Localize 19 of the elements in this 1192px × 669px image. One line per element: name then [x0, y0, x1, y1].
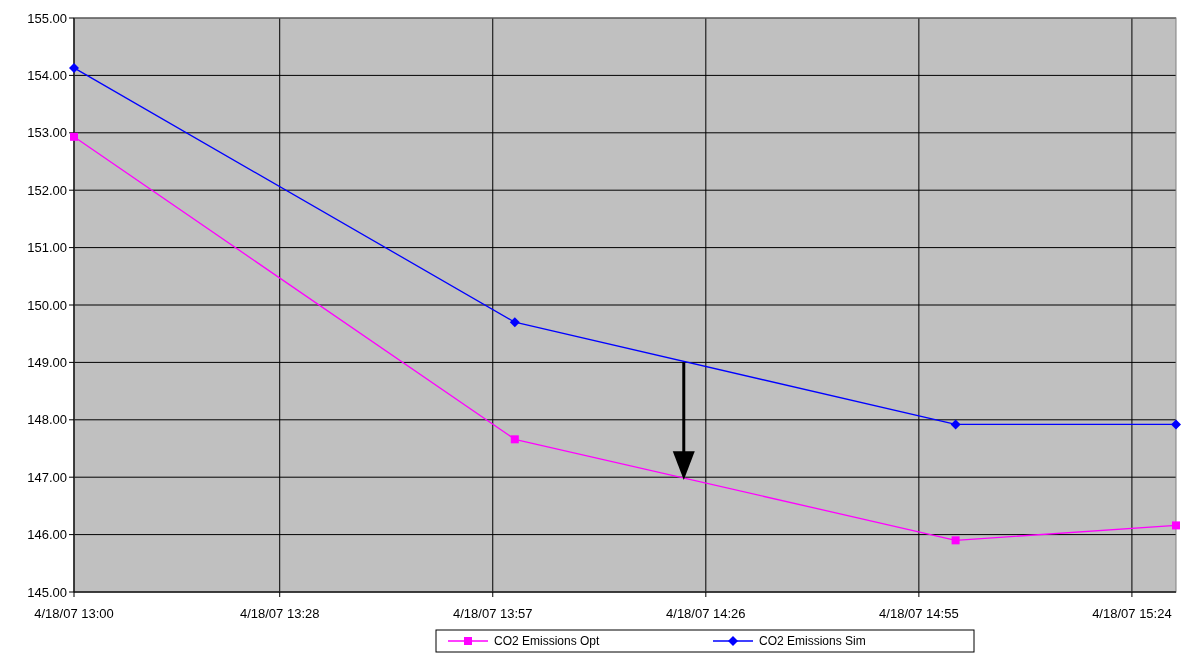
- y-tick-label: 153.00: [27, 125, 67, 141]
- legend-label: CO2 Emissions Opt: [494, 634, 601, 649]
- x-tick-label: 4/18/07 13:00: [34, 606, 114, 621]
- x-tick-label: 4/18/07 13:57: [452, 606, 533, 621]
- y-tick-label: 152.00: [27, 182, 67, 198]
- y-tick-label: 151.00: [27, 240, 67, 256]
- y-tick-label: 146.00: [27, 527, 67, 543]
- y-tick-label: 148.00: [27, 412, 67, 428]
- x-tick-label: 4/18/07 15:24: [1092, 606, 1172, 621]
- y-tick-label: 154.00: [27, 67, 67, 83]
- x-tick-label: 4/18/07 14:26: [666, 606, 746, 621]
- y-tick-label: 145.00: [27, 584, 67, 600]
- y-tick-label: 150.00: [27, 297, 67, 313]
- x-tick-label: 4/18/07 14:55: [879, 606, 959, 621]
- x-tick-label: 4/18/07 13:28: [239, 606, 320, 621]
- y-tick-label: 155.00: [27, 10, 67, 26]
- y-tick-label: 147.00: [27, 469, 67, 485]
- legend-label: CO2 Emissions Sim: [759, 634, 866, 649]
- y-tick-label: 149.00: [27, 354, 67, 370]
